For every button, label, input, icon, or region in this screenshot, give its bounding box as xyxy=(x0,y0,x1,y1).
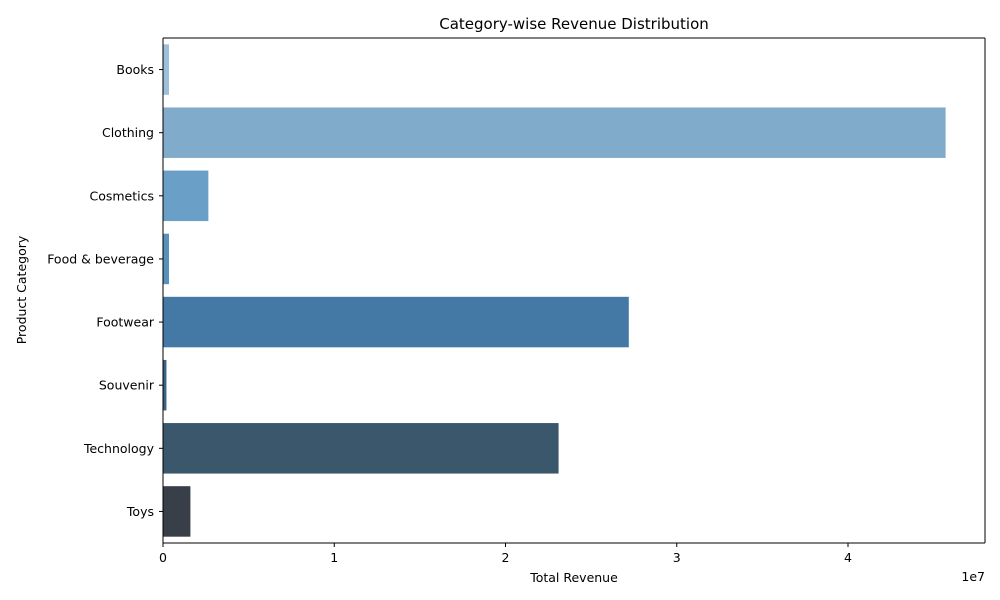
y-tick-label: Clothing xyxy=(102,125,154,140)
bar-footwear xyxy=(163,296,629,348)
plot-area xyxy=(162,37,986,544)
y-tick-label: Souvenir xyxy=(99,378,155,393)
y-tick-label: Footwear xyxy=(96,315,155,330)
y-tick-label: Food & beverage xyxy=(47,251,154,266)
bar-technology xyxy=(163,423,559,474)
x-tick-label: 1 xyxy=(330,550,338,565)
y-tick-label: Cosmetics xyxy=(89,188,154,203)
bar-souvenir xyxy=(163,359,167,411)
bar-toys xyxy=(163,486,191,537)
x-axis-title: Total Revenue xyxy=(529,570,618,585)
chart-title: Category-wise Revenue Distribution xyxy=(439,15,709,33)
y-tick-label: Toys xyxy=(126,504,154,519)
x-scale-offset-label: 1e7 xyxy=(961,569,985,584)
x-tick-label: 3 xyxy=(673,550,681,565)
x-tick-label: 0 xyxy=(159,550,167,565)
x-tick-label: 4 xyxy=(844,550,852,565)
bar-clothing xyxy=(163,107,946,158)
x-axis: 0 1 2 3 4 xyxy=(159,543,852,565)
y-axis: Books Clothing Cosmetics Food & beverage Foo… xyxy=(47,62,163,519)
y-tick-label: Technology xyxy=(83,441,155,456)
y-tick-label: Books xyxy=(116,62,154,77)
bar-cosmetics xyxy=(163,170,209,222)
x-tick-label: 2 xyxy=(502,550,510,565)
bar-books xyxy=(163,44,169,95)
bar-food-beverage xyxy=(163,233,169,285)
y-axis-title: Product Category xyxy=(14,235,29,344)
